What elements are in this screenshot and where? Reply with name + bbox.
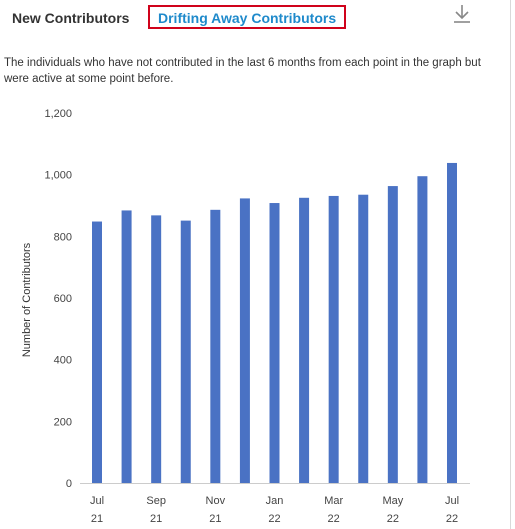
bar[interactable] [92, 221, 102, 483]
x-tick-label: Mar [324, 495, 343, 507]
bars [92, 162, 457, 484]
bar[interactable] [121, 210, 132, 483]
chart-description: The individuals who have not contributed… [4, 57, 481, 85]
bar[interactable] [269, 203, 280, 483]
x-tick-label: Sep [146, 495, 166, 507]
x-tick-label: May [382, 495, 403, 507]
bar[interactable] [210, 209, 221, 484]
bar[interactable] [299, 197, 310, 483]
chart-header: New Contributors Drifting Away Contribut… [0, 0, 505, 36]
bar[interactable] [328, 195, 339, 484]
x-tick-year-label: 22 [268, 513, 280, 525]
download-icon [454, 5, 470, 23]
y-tick-label: 0 [66, 478, 72, 490]
x-tick-year-label: 22 [328, 513, 340, 525]
bar[interactable] [387, 186, 398, 483]
x-tick-label: Jul [445, 495, 459, 507]
x-tick-year-label: 21 [150, 513, 162, 525]
y-tick-label: 600 [54, 293, 72, 305]
bar[interactable] [447, 162, 457, 483]
y-tick-label: 1,000 [44, 170, 72, 182]
x-tick-year-label: 21 [91, 513, 103, 525]
y-axis: 0 200 400 600 800 1,000 1,200 [44, 108, 72, 490]
y-tick-label: 400 [54, 355, 72, 367]
x-tick-label: Jan [266, 495, 284, 507]
x-tick-label: Jul [90, 495, 104, 507]
y-tick-label: 1,200 [44, 108, 72, 120]
bar[interactable] [151, 215, 162, 483]
tab-new-contributors[interactable]: New Contributors [12, 10, 130, 26]
bar[interactable] [358, 194, 369, 483]
tab-drifting-away-contributors[interactable]: Drifting Away Contributors [148, 5, 347, 29]
bar-chart: Number of Contributors 0 200 400 600 800 1,00… [21, 108, 470, 525]
download-button[interactable] [451, 2, 473, 26]
bar[interactable] [239, 198, 250, 483]
bar[interactable] [180, 220, 191, 483]
x-tick-label: Nov [206, 495, 226, 507]
y-axis-title: Number of Contributors [21, 242, 33, 357]
y-tick-label: 800 [54, 231, 72, 243]
bar[interactable] [417, 176, 428, 483]
x-tick-year-label: 22 [387, 513, 399, 525]
x-tick-year-label: 21 [209, 513, 221, 525]
y-tick-label: 200 [54, 416, 72, 428]
x-axis: Jul 21 Sep 21 Nov 21 Jan 22 Mar 22 May 22 Jul 22 [90, 495, 459, 525]
panel-border [510, 0, 511, 529]
x-tick-year-label: 22 [446, 513, 458, 525]
